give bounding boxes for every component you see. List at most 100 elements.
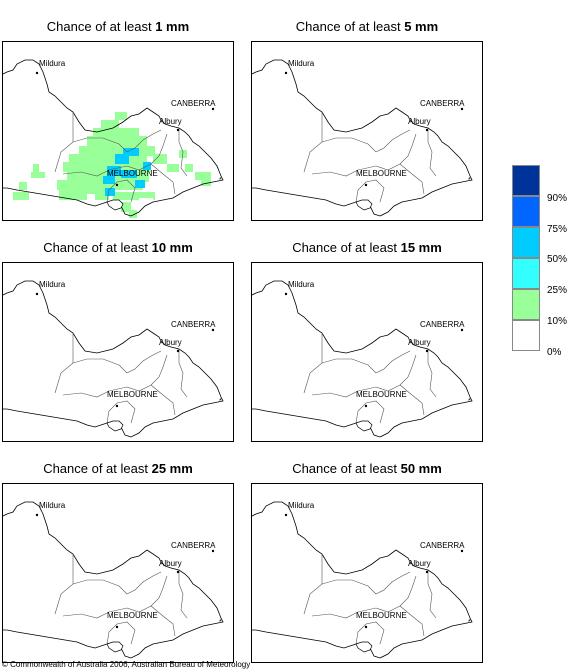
district-boundary	[150, 133, 168, 165]
map-svg: Mildura CANBERRA Albury MELBOURNE *	[3, 280, 224, 438]
albury-label: Albury	[408, 338, 431, 347]
albury-label: Albury	[159, 338, 182, 347]
victoria-map: Mildura CANBERRA Albury MELBOURNE *	[2, 41, 234, 221]
district-boundary	[126, 129, 162, 153]
district-boundary	[178, 570, 188, 619]
melbourne-label: MELBOURNE	[356, 611, 407, 620]
state-border	[252, 280, 473, 438]
point-marker: *	[219, 177, 222, 184]
victoria-map: Mildura CANBERRA Albury MELBOURNE *	[251, 483, 483, 663]
map-svg: Mildura CANBERRA Albury MELBOURNE *	[252, 59, 473, 217]
legend-swatch	[512, 227, 540, 258]
mildura-marker	[35, 513, 39, 517]
rain-cell-50-75	[121, 170, 137, 178]
district-boundary	[106, 179, 136, 203]
rain-cell-10-25	[129, 210, 137, 218]
panel-title: Chance of at least 5 mm	[295, 19, 439, 34]
albury-label: Albury	[159, 117, 182, 126]
panel-title: Chance of at least 10 mm	[43, 240, 193, 255]
canberra-marker	[211, 328, 215, 332]
rain-cell-50-75	[103, 176, 115, 184]
panel-title: Chance of at least 25 mm	[43, 461, 193, 476]
state-border	[3, 59, 224, 217]
district-boundary	[355, 400, 385, 424]
albury-marker	[425, 349, 429, 353]
port-phillip-bay	[355, 199, 373, 211]
mildura-label: Mildura	[39, 280, 66, 289]
district-boundary	[399, 163, 425, 195]
point-marker: *	[468, 619, 471, 626]
district-boundary	[303, 112, 323, 173]
district-boundary	[399, 133, 417, 165]
rain-cell-50-75	[107, 166, 121, 176]
map-svg: Mildura CANBERRA Albury MELBOURNE *	[252, 501, 473, 659]
map-svg: Mildura CANBERRA Albury MELBOURNE *	[3, 501, 224, 659]
district-boundary	[62, 605, 152, 619]
district-boundary	[150, 384, 176, 416]
state-border	[3, 280, 224, 438]
rain-cell-10-25	[19, 182, 27, 190]
melbourne-marker	[115, 625, 119, 629]
legend-swatch	[512, 289, 540, 320]
mildura-marker	[284, 71, 288, 75]
district-boundary	[150, 163, 176, 195]
albury-label: Albury	[408, 117, 431, 126]
district-boundary	[62, 384, 152, 398]
rain-cell-10-25	[167, 164, 179, 172]
rain-cell-10-25	[13, 192, 29, 200]
mildura-marker	[35, 71, 39, 75]
rain-cell-10-25	[69, 154, 147, 164]
albury-marker	[425, 570, 429, 574]
canberra-marker	[211, 107, 215, 111]
rain-cell-10-25	[33, 164, 39, 174]
district-boundary	[311, 605, 401, 619]
district-boundary	[72, 137, 128, 153]
district-boundary	[375, 350, 411, 374]
rain-cell-10-25	[31, 172, 45, 178]
melbourne-marker	[364, 625, 368, 629]
district-boundary	[311, 384, 401, 398]
district-boundary	[321, 137, 377, 153]
legend-label: 10%	[547, 316, 568, 327]
panel-title: Chance of at least 15 mm	[292, 240, 442, 255]
mildura-marker	[284, 513, 288, 517]
district-boundary	[106, 400, 136, 424]
district-boundary	[427, 128, 437, 177]
rain-probability-area	[13, 112, 211, 218]
victoria-map: Mildura CANBERRA Albury MELBOURNE *	[251, 41, 483, 221]
rain-cell-10-25	[87, 136, 147, 146]
canberra-label: CANBERRA	[420, 99, 465, 108]
panel-title: Chance of at least 1 mm	[46, 19, 190, 34]
district-boundary	[399, 605, 425, 637]
mildura-label: Mildura	[39, 501, 66, 510]
district-boundary	[150, 605, 176, 637]
rain-cell-50-75	[123, 148, 139, 156]
legend-swatch	[512, 258, 540, 289]
district-boundary	[62, 163, 152, 177]
rain-cell-10-25	[201, 178, 211, 186]
district-boundary	[150, 354, 168, 386]
district-boundary	[427, 349, 437, 398]
port-phillip-bay	[355, 420, 373, 432]
port-phillip-bay	[355, 641, 373, 653]
district-boundary	[311, 163, 401, 177]
rain-cell-10-25	[121, 202, 131, 212]
port-phillip-bay	[106, 420, 124, 432]
district-boundary	[321, 579, 377, 595]
district-boundary	[54, 554, 74, 615]
legend-swatch	[512, 196, 540, 227]
mildura-label: Mildura	[288, 59, 315, 68]
point-marker: *	[468, 398, 471, 405]
panel-title: Chance of at least 50 mm	[292, 461, 442, 476]
albury-label: Albury	[159, 559, 182, 568]
melbourne-marker	[364, 183, 368, 187]
canberra-label: CANBERRA	[171, 541, 216, 550]
map-svg: Mildura CANBERRA Albury MELBOURNE *	[3, 59, 224, 218]
rain-cell-10-25	[93, 128, 139, 138]
map-svg: Mildura CANBERRA Albury MELBOURNE *	[252, 280, 473, 438]
district-boundary	[303, 554, 323, 615]
district-boundary	[399, 575, 417, 607]
district-boundary	[375, 571, 411, 595]
point-marker: *	[219, 619, 222, 626]
rain-cell-10-25	[195, 172, 211, 180]
